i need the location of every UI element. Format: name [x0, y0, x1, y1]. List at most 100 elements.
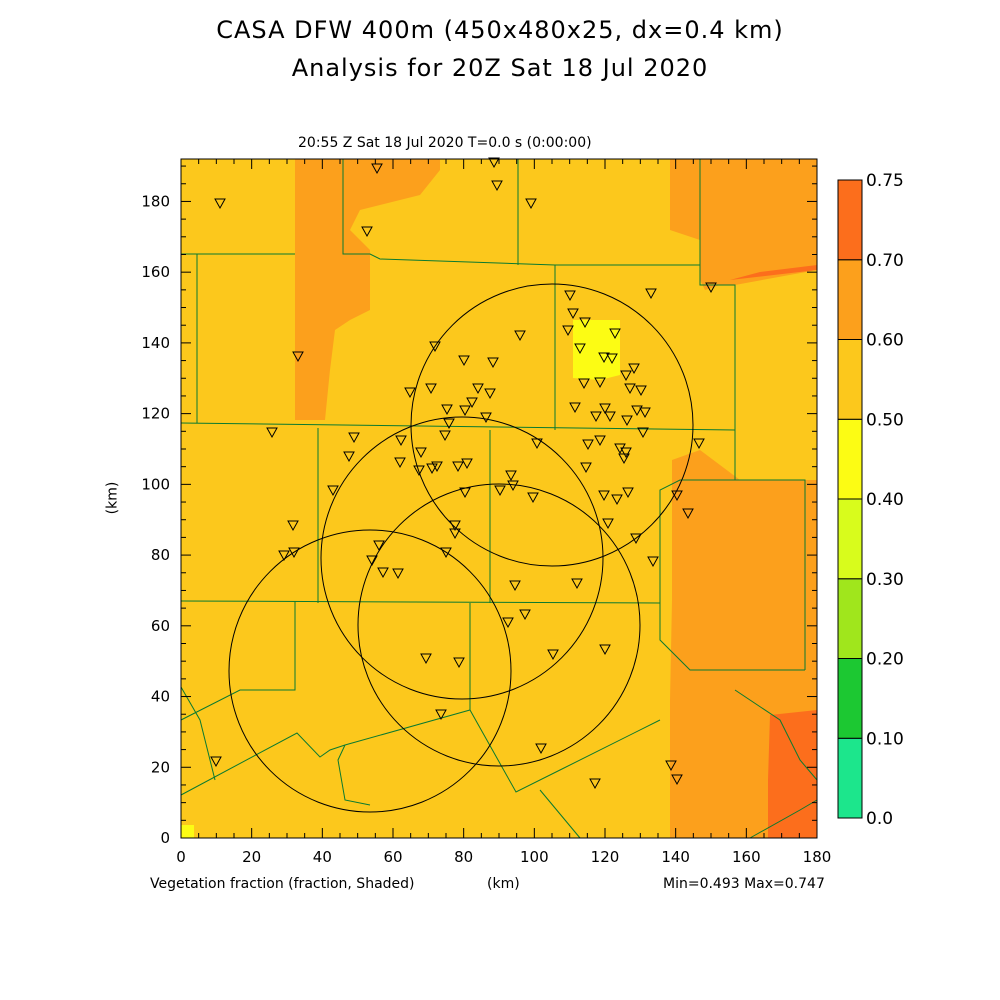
county-boundary — [699, 159, 806, 670]
station-marker — [449, 528, 461, 540]
x-tick-label: 20 — [242, 848, 261, 866]
county-boundary — [342, 159, 700, 266]
colorbar-segment — [837, 658, 863, 739]
colorbar-label: 0.40 — [866, 490, 904, 510]
shade-region — [768, 710, 817, 838]
x-tick-label: 140 — [661, 848, 690, 866]
field-label: Vegetation fraction (fraction, Shaded) — [150, 876, 415, 892]
shade-region — [573, 320, 620, 380]
station-marker — [439, 430, 451, 442]
station-marker — [671, 490, 683, 502]
colorbar-label: 0.20 — [866, 650, 904, 670]
station-marker — [571, 578, 583, 590]
station-marker — [598, 490, 610, 502]
station-marker — [598, 352, 610, 364]
station-marker — [567, 308, 579, 320]
colorbar-label: 0.50 — [866, 410, 904, 430]
shade-region — [730, 265, 817, 280]
station-marker — [441, 404, 453, 416]
station-marker — [594, 435, 606, 447]
colorbar-segment — [837, 179, 863, 261]
station-marker — [599, 644, 611, 656]
station-marker — [366, 555, 378, 567]
station-marker — [628, 363, 640, 375]
station-marker — [635, 385, 647, 397]
y-tick-label: 100 — [141, 475, 170, 493]
station-marker — [630, 533, 642, 545]
county-boundary — [659, 603, 805, 671]
station-marker — [505, 470, 517, 482]
station-marker — [582, 439, 594, 451]
y-tick-label: 160 — [141, 263, 170, 281]
x-tick-label: 40 — [313, 848, 332, 866]
x-tick-label: 80 — [454, 848, 473, 866]
station-marker — [531, 438, 543, 450]
station-marker — [487, 357, 499, 369]
y-tick-label: 80 — [151, 546, 170, 564]
station-marker — [343, 451, 355, 463]
colorbar-segment — [837, 498, 863, 580]
y-tick-label: 40 — [151, 688, 170, 706]
y-tick-label: 60 — [151, 617, 170, 635]
station-marker — [639, 407, 651, 419]
x-tick-label: 0 — [176, 848, 186, 866]
station-marker — [620, 447, 632, 459]
station-marker — [420, 653, 432, 665]
station-marker — [395, 435, 407, 447]
colorbar-label: 0.70 — [866, 251, 904, 271]
station-marker — [292, 351, 304, 363]
station-marker — [435, 709, 447, 721]
station-marker — [459, 487, 471, 499]
station-marker — [480, 412, 492, 424]
county-boundary — [180, 422, 736, 431]
station-marker — [348, 432, 360, 444]
station-marker — [519, 609, 531, 621]
station-marker — [547, 649, 559, 661]
station-marker — [609, 328, 621, 340]
y-tick-label: 20 — [151, 758, 170, 776]
y-tick-label: 0 — [160, 829, 170, 847]
station-marker — [472, 383, 484, 395]
x-tick-label: 60 — [383, 848, 402, 866]
station-marker — [611, 494, 623, 506]
station-marker — [373, 540, 385, 552]
minmax-label: Min=0.493 Max=0.747 — [663, 876, 825, 892]
station-marker — [266, 427, 278, 439]
county-boundary — [180, 686, 216, 781]
shade-region — [295, 159, 440, 420]
station-marker — [484, 388, 496, 400]
station-marker — [287, 520, 299, 532]
station-marker — [431, 461, 443, 473]
colorbar-label: 0.75 — [866, 171, 904, 191]
station-marker — [535, 743, 547, 755]
station-marker — [452, 461, 464, 473]
station-marker — [278, 550, 290, 562]
radar-range-ring — [357, 483, 641, 767]
shade-region — [670, 159, 817, 290]
station-marker — [502, 617, 514, 629]
y-tick-label: 120 — [141, 405, 170, 423]
time-label: 20:55 Z Sat 18 Jul 2020 T=0.0 s (0:00:00… — [298, 135, 592, 151]
station-marker — [440, 547, 452, 559]
station-marker — [327, 485, 339, 497]
station-marker — [578, 378, 590, 390]
station-marker — [647, 556, 659, 568]
station-marker — [509, 580, 521, 592]
station-marker — [604, 411, 616, 423]
station-marker — [413, 465, 425, 477]
radar-range-ring — [320, 416, 604, 700]
county-boundary — [734, 689, 818, 781]
station-marker — [574, 343, 586, 355]
radar-range-ring — [228, 529, 512, 813]
y-tick-label: 180 — [141, 192, 170, 210]
county-boundary — [659, 479, 735, 603]
station-marker — [527, 492, 539, 504]
chart-subtitle: Analysis for 20Z Sat 18 Jul 2020 — [291, 54, 709, 82]
station-marker — [458, 355, 470, 367]
station-marker — [415, 447, 427, 459]
x-tick-label: 160 — [732, 848, 761, 866]
colorbar-segment — [837, 339, 863, 420]
radar-range-ring — [410, 283, 694, 567]
station-marker — [705, 282, 717, 294]
